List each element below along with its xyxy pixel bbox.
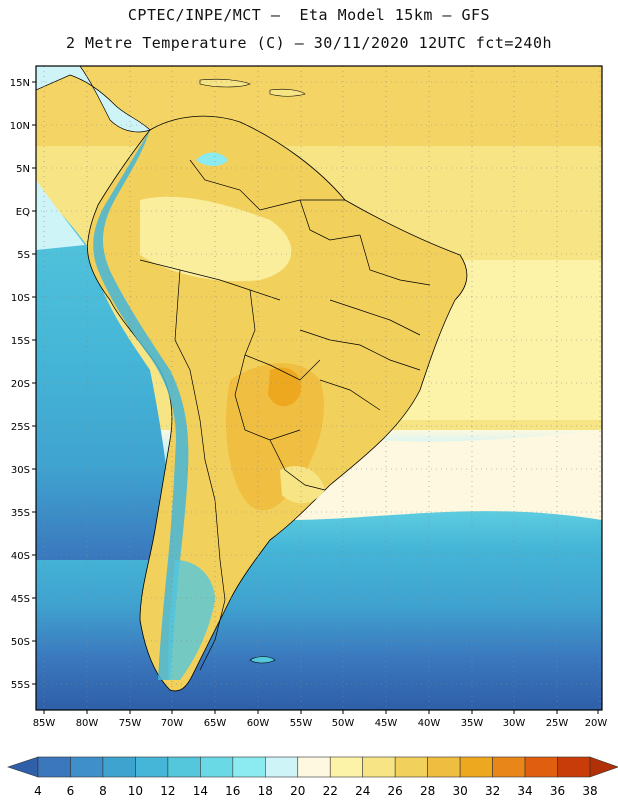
lat-label: 5S — [17, 250, 30, 261]
lon-label: 20W — [585, 718, 608, 729]
colorbar-tick-label: 22 — [323, 784, 338, 798]
lat-label: 35S — [11, 508, 30, 519]
amazon-mild-region — [140, 196, 292, 282]
colorbar-tick-label: 20 — [290, 784, 305, 798]
lon-label: 55W — [290, 718, 313, 729]
lat-label: 10S — [11, 293, 30, 304]
lon-label: 50W — [332, 718, 355, 729]
title-line-2: 2 Metre Temperature (C) – 30/11/2020 12U… — [65, 34, 553, 52]
colorbar-tick-label: 14 — [193, 784, 208, 798]
colorbar-segment — [394, 756, 428, 778]
colorbar-tick-label: 24 — [355, 784, 370, 798]
lat-label: 20S — [11, 379, 30, 390]
colorbar-tick-label: 36 — [550, 784, 565, 798]
lat-label: 30S — [11, 465, 30, 476]
lon-label: 30W — [503, 718, 526, 729]
map-frame — [35, 65, 603, 711]
lon-label: 60W — [247, 718, 270, 729]
colorbar-segment — [102, 756, 136, 778]
lat-label: 55S — [11, 680, 30, 691]
colorbar-segment — [37, 756, 71, 778]
equatorial-pacific-tongue — [36, 180, 85, 250]
lat-label: 5N — [16, 164, 30, 175]
colorbar-segment — [557, 756, 591, 778]
lat-label: EQ — [16, 207, 30, 218]
colorbar-tick-label: 12 — [160, 784, 175, 798]
lon-label: 25W — [546, 718, 569, 729]
colorbar-tick-label: 4 — [34, 784, 42, 798]
colorbar-segment — [264, 756, 299, 778]
country-borders — [139, 159, 431, 671]
lon-label: 35W — [461, 718, 484, 729]
map-field — [36, 66, 602, 710]
central-america-land — [36, 66, 151, 133]
hot-core-region — [268, 367, 301, 407]
colorbar-tick-label: 32 — [485, 784, 500, 798]
colorbar-segment — [297, 756, 331, 778]
falkland-islands — [249, 656, 276, 664]
colorbar-segment — [135, 756, 169, 778]
colorbar-segment — [459, 756, 493, 778]
lon-label: 70W — [161, 718, 184, 729]
colorbar-tick-label: 6 — [67, 784, 75, 798]
venezuela-highland — [196, 152, 228, 166]
colorbar-segment — [524, 756, 558, 778]
colorbar-segment — [200, 756, 234, 778]
colorbar-tick-label: 26 — [388, 784, 403, 798]
caribbean-warm-band — [36, 66, 602, 146]
colorbar-segment — [362, 756, 396, 778]
lon-label: 75W — [119, 718, 142, 729]
patagonia-cool-region — [168, 560, 215, 680]
lon-label: 40W — [418, 718, 441, 729]
lat-label: 40S — [11, 551, 30, 562]
title-line-1: CPTEC/INPE/MCT – Eta Model 15km – GFS — [127, 6, 491, 24]
colorbar-tick-label: 8 — [99, 784, 107, 798]
colorbar-tick-label: 18 — [258, 784, 273, 798]
colorbar-segment — [167, 756, 201, 778]
colorbar-tick-label: 38 — [582, 784, 597, 798]
colorbar-segment — [329, 756, 364, 778]
colorbar-under-arrow — [7, 756, 39, 778]
pacific-cool-water — [36, 190, 175, 560]
colorbar-tick-label: 10 — [128, 784, 143, 798]
lon-label: 80W — [76, 718, 99, 729]
lat-label: 15N — [10, 78, 30, 89]
lat-label: 45S — [11, 594, 30, 605]
lon-label: 85W — [33, 718, 56, 729]
colorbar-tick-label: 28 — [420, 784, 435, 798]
lon-label: 65W — [204, 718, 227, 729]
colorbar-segment — [70, 756, 104, 778]
longitude-axis: 85W 80W 75W 70W 65W 60W 55W 50W 45W 40W … — [33, 710, 608, 729]
uruguay-region — [280, 466, 325, 504]
lat-label: 10N — [10, 121, 30, 132]
colorbar-segment — [427, 756, 461, 778]
lat-label: 15S — [11, 336, 30, 347]
colorbar-tick-label: 30 — [452, 784, 467, 798]
colorbar-segment — [232, 756, 266, 778]
latitude-axis: 15N 10N 5N EQ 5S 10S 15S 20S 25S 30S 35S… — [10, 78, 36, 691]
colorbar-segment — [492, 756, 526, 778]
lat-label: 25S — [11, 422, 30, 433]
caribbean-islands-east — [269, 88, 306, 97]
colorbar-over-arrow — [589, 756, 618, 778]
colorbar-tick-label: 34 — [517, 784, 532, 798]
colorbar: 4 6 8 10 12 14 16 18 20 22 24 26 28 30 32 34 36 38 — [7, 756, 618, 798]
lon-label: 45W — [375, 718, 398, 729]
colorbar-tick-label: 16 — [225, 784, 240, 798]
lat-label: 50S — [11, 637, 30, 648]
caribbean-islands — [199, 78, 251, 88]
